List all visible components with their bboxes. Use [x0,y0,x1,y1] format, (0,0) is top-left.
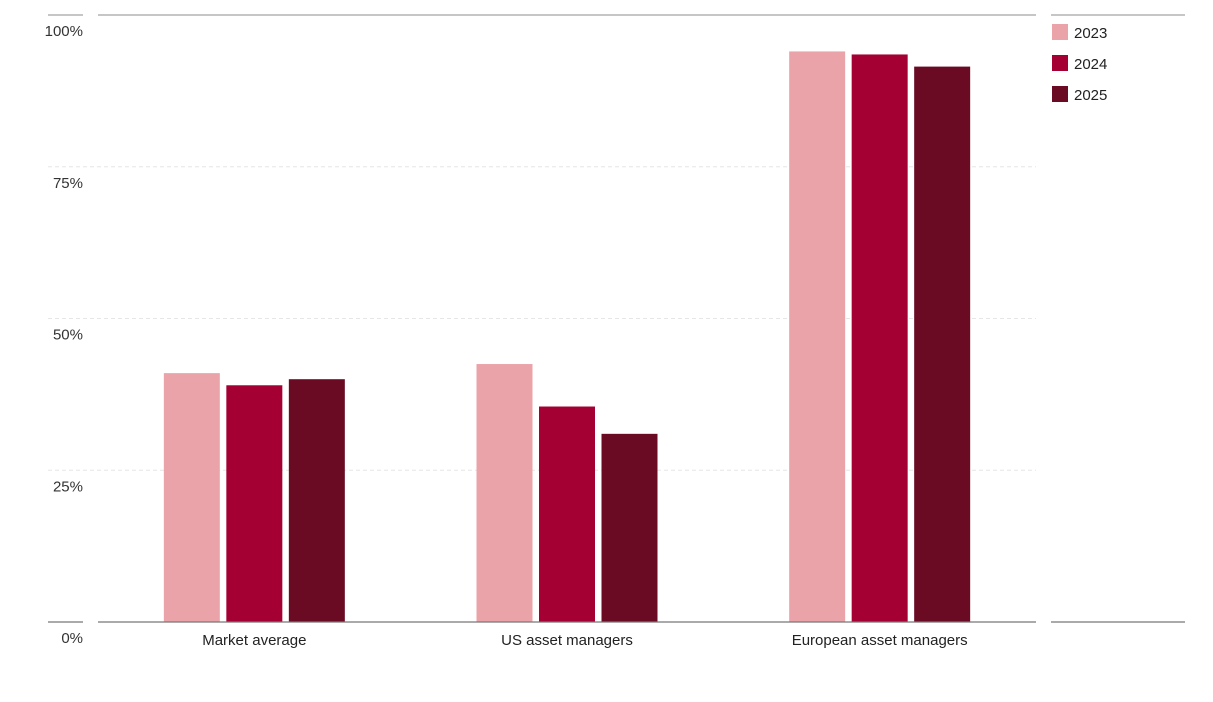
bar [476,364,533,622]
y-tick-label: 75% [53,175,83,192]
legend: 2023 2024 2025 [1052,24,1107,104]
bar [914,66,971,623]
y-tick-label: 100% [45,23,83,40]
legend-swatch [1052,24,1068,40]
legend-swatch [1052,86,1068,102]
axes [48,14,1185,623]
y-tick-label: 50% [53,327,83,344]
bar [851,54,908,622]
category-label: US asset managers [501,632,633,649]
bar [163,373,220,622]
legend-label: 2023 [1074,25,1107,42]
legend-label: 2025 [1074,87,1107,104]
legend-swatch [1052,55,1068,71]
y-tick-label: 25% [53,478,83,495]
legend-label: 2024 [1074,56,1107,73]
bar [288,379,345,622]
bar [539,406,595,622]
y-tick-labels: 0% 25% 50% 75% 100% [45,23,83,647]
category-labels: Market average US asset managers European … [202,632,967,649]
bars [163,51,971,623]
bar [789,51,846,623]
y-tick-label: 0% [61,630,83,647]
bar [226,385,283,622]
bar [601,433,658,622]
category-label: European asset managers [792,632,968,649]
category-label: Market average [202,632,306,649]
